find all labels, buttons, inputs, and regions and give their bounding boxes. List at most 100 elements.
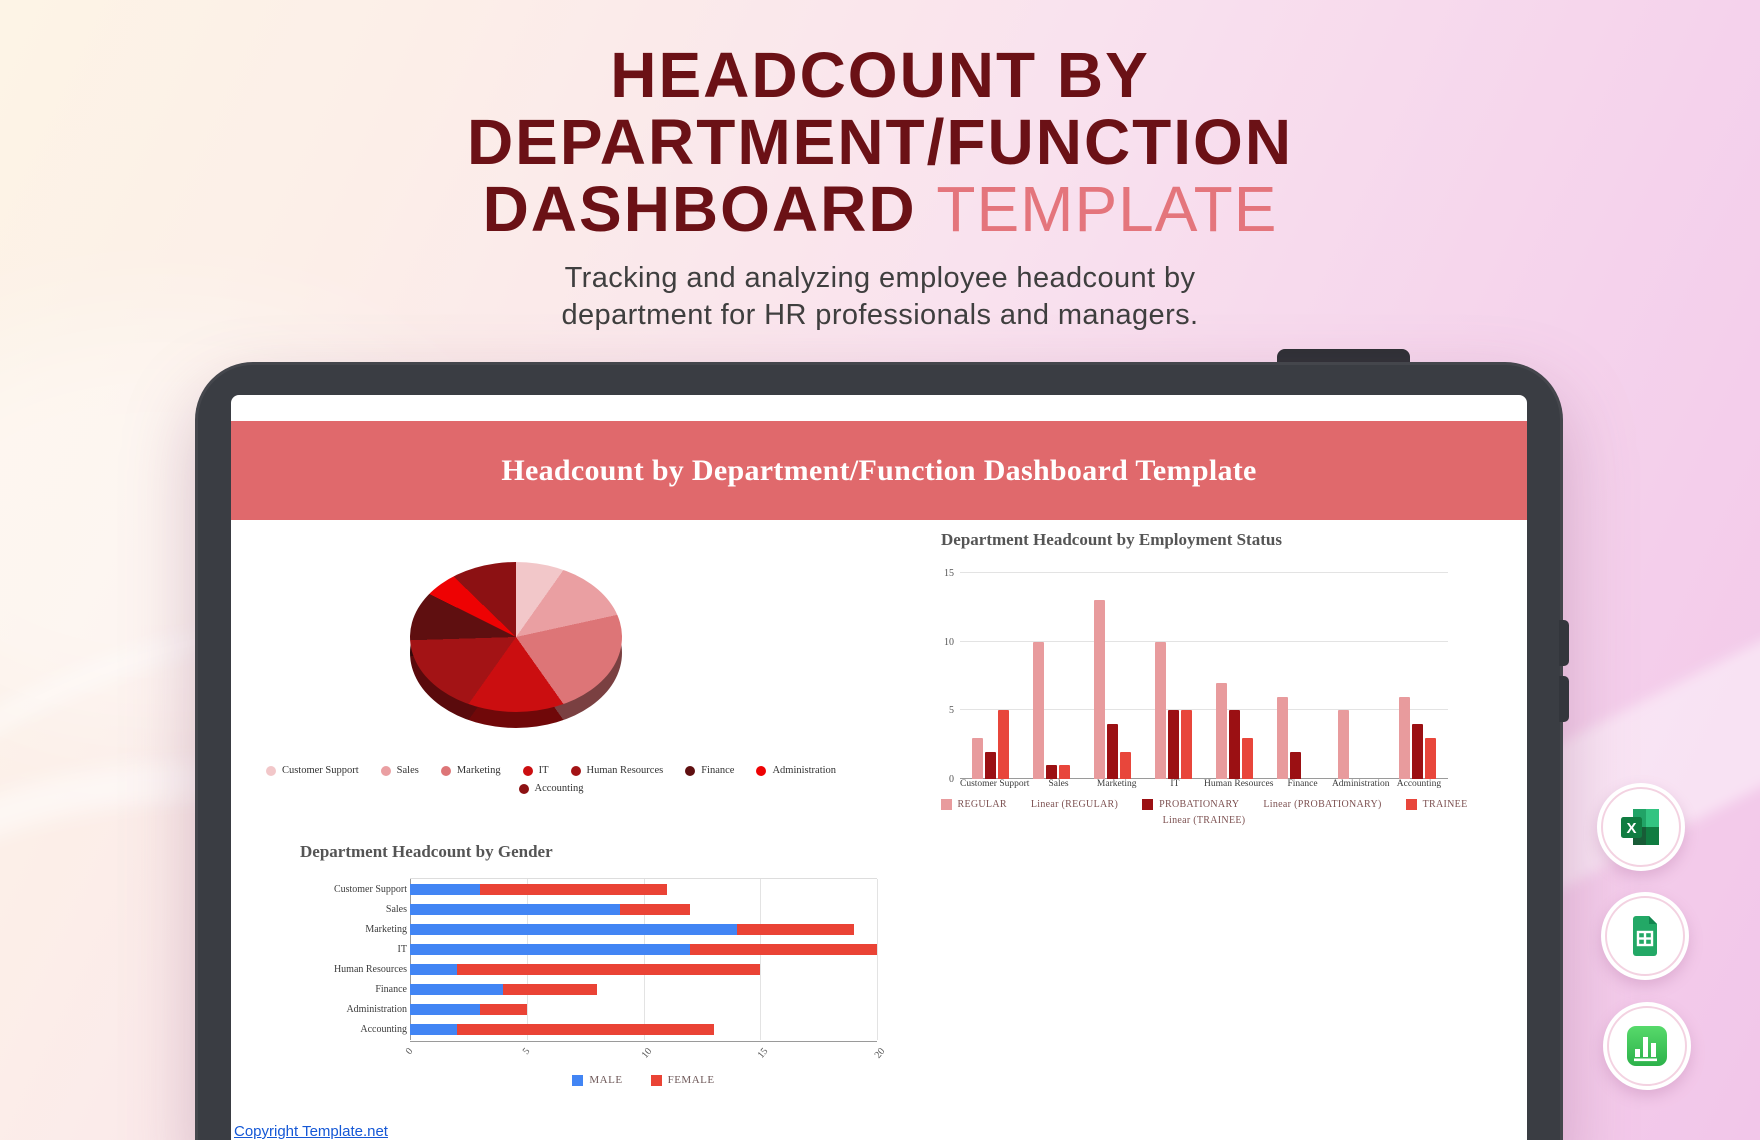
bar-row: Administration (346, 999, 877, 1019)
legend-item: Administration (756, 765, 836, 776)
legend-item: Finance (685, 765, 734, 776)
y-axis-tick-label: 0 (949, 774, 954, 785)
bar-group (1387, 573, 1448, 779)
bar-regular (1094, 600, 1105, 779)
bar-male (410, 903, 621, 915)
page-subtitle: Tracking and analyzing employee headcoun… (561, 261, 1199, 332)
category-label: Finance (375, 983, 407, 995)
bar-regular (1338, 710, 1349, 779)
excel-format-button[interactable]: X (1597, 783, 1685, 871)
legend-swatch (518, 783, 529, 794)
page-title-line3: DASHBOARD TEMPLATE (482, 173, 1278, 246)
legend-item: Human Resources (570, 765, 664, 776)
dashboard-banner-title: Headcount by Department/Function Dashboa… (501, 453, 1257, 487)
bar-regular (1399, 696, 1410, 779)
gridline (643, 879, 645, 1040)
legend-label: IT (538, 765, 549, 776)
legend-item: Accounting (518, 783, 584, 794)
y-axis-tick-label: 5 (949, 705, 954, 717)
x-axis-category-label: Customer Support (960, 779, 1030, 789)
legend-swatch (685, 765, 696, 776)
page-title-line1: HEADCOUNT BY (610, 39, 1150, 111)
legend-swatch (570, 765, 581, 776)
google-sheets-format-button[interactable] (1601, 892, 1689, 980)
legend-item: Linear (TRAINEE) (1163, 815, 1246, 826)
bar-probationary (1107, 724, 1118, 779)
legend-item: PROBATIONARY (1142, 799, 1239, 810)
status-chart-legend: REGULAR Linear (REGULAR) PROBATIONARY Linea… (940, 799, 1467, 826)
bar-trainee (998, 710, 1009, 779)
bar-row: Human Resources (334, 959, 877, 979)
gender-chart-legend: MALE FEMALE (410, 1074, 877, 1086)
bar-group (1143, 573, 1204, 779)
department-pie-chart (410, 562, 622, 734)
page-title-accent: TEMPLATE (936, 173, 1278, 246)
google-sheets-icon (1633, 916, 1657, 956)
bar-female (620, 903, 691, 915)
gridline (410, 879, 411, 1040)
apple-numbers-format-button[interactable] (1603, 1002, 1691, 1090)
bar-row: Sales (386, 899, 877, 919)
bar-row: IT (398, 939, 877, 959)
legend-label: FEMALE (667, 1074, 715, 1086)
legend-label: Human Resources (586, 765, 664, 776)
bar-male (410, 1023, 457, 1035)
bar-group (1326, 573, 1387, 779)
bar-group (1082, 573, 1143, 779)
bar-regular (972, 737, 983, 779)
x-axis-tick-label: 10 (639, 1046, 654, 1061)
excel-icon: X (1621, 809, 1659, 845)
page-title-line2: DEPARTMENT/FUNCTION (466, 106, 1294, 179)
tablet-volume-down-button (1559, 676, 1569, 722)
legend-label: Finance (701, 765, 735, 776)
bar-group (960, 573, 1021, 779)
bar-male (410, 943, 691, 955)
dashboard-screen: Headcount by Department/Function Dashboa… (231, 395, 1527, 1140)
x-axis-category-label: Finance (1287, 779, 1318, 789)
x-axis-tick-label: 15 (755, 1046, 771, 1061)
category-label: Accounting (360, 1023, 407, 1035)
bar-group (1021, 573, 1082, 779)
bar-group (1265, 573, 1326, 779)
y-axis-tick-label: 10 (944, 636, 954, 648)
copyright-link[interactable]: Copyright Template.net (234, 1123, 388, 1140)
bar-probationary (1229, 710, 1240, 779)
gridline (960, 778, 1448, 779)
bar-trainee (1059, 765, 1070, 779)
x-axis-category-label: Marketing (1096, 779, 1137, 789)
x-axis-category-label: IT (1170, 779, 1180, 789)
bar-row: Accounting (360, 1019, 877, 1039)
bar-female (690, 943, 877, 955)
x-axis-category-label: Human Resources (1204, 779, 1274, 789)
tablet-volume-up-button (1559, 620, 1569, 666)
category-label: Human Resources (333, 963, 407, 975)
legend-item: Customer Support (265, 765, 359, 776)
bar-probationary (1412, 724, 1423, 779)
bar-row: Marketing (365, 919, 877, 939)
x-axis-category-label: Accounting (1396, 779, 1442, 789)
status-chart-title: Department Headcount by Employment Statu… (941, 530, 1282, 549)
category-label: Customer Support (333, 883, 407, 895)
bar-trainee (1242, 737, 1253, 779)
bar-male (410, 883, 481, 895)
category-label: IT (397, 943, 407, 955)
gridline (960, 640, 1448, 642)
x-axis-tick-label: 0 (403, 1046, 416, 1057)
bar-probationary (1290, 751, 1301, 779)
legend-item: Linear (REGULAR) (1031, 799, 1118, 810)
legend-swatch (940, 799, 952, 810)
bar-trainee (1425, 737, 1436, 779)
bar-female (456, 1023, 714, 1035)
legend-swatch (572, 1074, 584, 1086)
legend-item: FEMALE (650, 1074, 715, 1086)
svg-text:X: X (1626, 820, 1636, 837)
gender-chart-plot-area: Customer Support Sales Marketing IT Human Re… (334, 878, 878, 1042)
legend-label: MALE (589, 1074, 623, 1086)
legend-item: Sales (380, 765, 419, 776)
legend-item: IT (522, 765, 549, 776)
category-label: Administration (346, 1003, 407, 1015)
bar-regular (1277, 696, 1288, 779)
legend-swatch (265, 765, 276, 776)
legend-item: REGULAR (940, 799, 1007, 810)
bar-male (410, 923, 737, 935)
